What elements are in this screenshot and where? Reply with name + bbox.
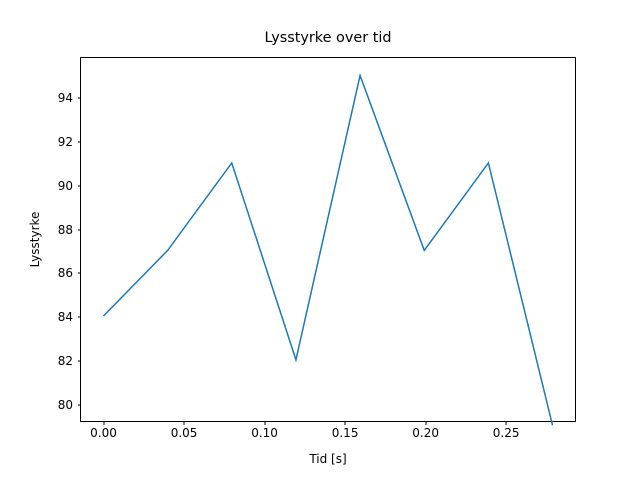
x-tick-label: 0.05: [170, 426, 198, 440]
y-tick-label: 88: [57, 222, 73, 237]
plot-area: [81, 58, 575, 426]
x-tick-label: 0.15: [331, 426, 359, 440]
x-tick-mark: [425, 421, 427, 425]
y-tick-mark: [77, 97, 81, 99]
line-series-svg: [102, 72, 554, 426]
plot-axes: 0.00 0.05 0.10 0.15 0.20 0.25 80 82 84 86 88 90 92 94: [58, 57, 576, 440]
x-tick-mark: [183, 421, 185, 425]
y-tick-label: 84: [57, 310, 73, 325]
x-tick-mark: [264, 421, 266, 425]
y-tick-label: 80: [57, 398, 73, 413]
y-axis-label: Lysstyrke: [28, 211, 42, 268]
y-tick-mark: [77, 229, 81, 230]
y-tick-mark: [77, 360, 81, 362]
x-tick-label: 0.25: [492, 426, 520, 440]
chart-title: Lysstyrke over tid: [264, 30, 392, 46]
y-tick-mark: [77, 141, 81, 143]
x-tick-label: 0.10: [251, 426, 278, 440]
x-tick-label: 0.00: [90, 426, 117, 440]
y-tick-label: 90: [57, 178, 73, 193]
x-tick-mark: [103, 421, 105, 425]
y-tick-mark: [77, 404, 81, 406]
y-tick-label: 92: [57, 134, 73, 149]
line-series-path: [102, 72, 554, 426]
y-tick-mark: [77, 316, 81, 318]
x-axis-label: Tid [s]: [309, 452, 347, 466]
y-tick-label: 94: [57, 90, 73, 105]
x-tick-mark: [505, 421, 507, 425]
y-tick-label: 86: [57, 266, 73, 281]
y-tick-mark: [77, 185, 81, 187]
x-tick-mark: [344, 421, 346, 425]
x-tick-label: 0.20: [412, 426, 439, 440]
y-tick-mark: [77, 272, 81, 274]
y-tick-label: 82: [57, 354, 73, 369]
